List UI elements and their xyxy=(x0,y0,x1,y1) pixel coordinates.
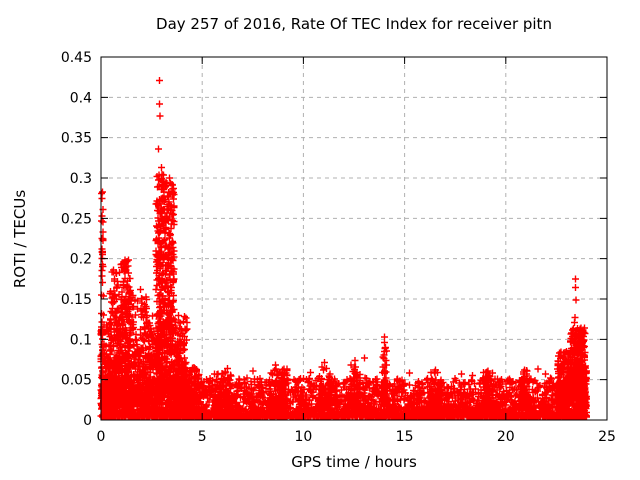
y-tick-label: 0.05 xyxy=(61,373,92,389)
x-tick-label: 15 xyxy=(396,429,414,445)
y-tick-label: 0.3 xyxy=(70,171,92,187)
x-tick-label: 10 xyxy=(294,429,312,445)
y-tick-label: 0.1 xyxy=(70,332,92,348)
y-axis-label: ROTI / TECUs xyxy=(11,190,29,288)
y-tick-label: 0.25 xyxy=(61,211,92,227)
y-tick-label: 0.4 xyxy=(70,90,92,106)
y-tick-label: 0.2 xyxy=(70,252,92,268)
x-tick-labels: 0 5 10 15 20 25 xyxy=(97,429,616,445)
y-tick-label: 0 xyxy=(83,413,92,429)
x-axis-label: GPS time / hours xyxy=(291,453,417,471)
x-tick-label: 25 xyxy=(598,429,616,445)
chart-title: Day 257 of 2016, Rate Of TEC Index for r… xyxy=(156,15,552,33)
y-tick-label: 0.35 xyxy=(61,131,92,147)
x-tick-label: 20 xyxy=(497,429,515,445)
x-tick-label: 5 xyxy=(198,429,207,445)
data-points xyxy=(97,77,590,421)
y-tick-label: 0.15 xyxy=(61,292,92,308)
plot-border xyxy=(100,56,608,421)
y-tick-labels: 0 0.05 0.1 0.15 0.2 0.25 0.3 0.35 0.4 0.45 xyxy=(61,50,92,429)
y-tick-label: 0.45 xyxy=(61,50,92,66)
x-tick-label: 0 xyxy=(97,429,106,445)
